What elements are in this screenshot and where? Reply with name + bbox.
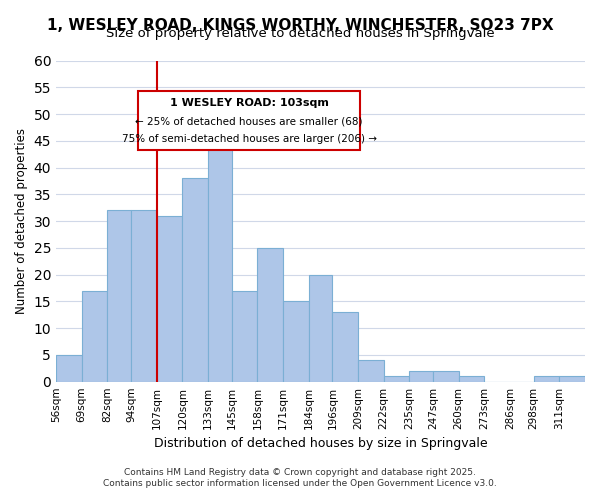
Bar [559, 376, 585, 382]
FancyBboxPatch shape [138, 91, 360, 150]
Text: 75% of semi-detached houses are larger (206) →: 75% of semi-detached houses are larger (… [122, 134, 377, 144]
Text: 1, WESLEY ROAD, KINGS WORTHY, WINCHESTER, SO23 7PX: 1, WESLEY ROAD, KINGS WORTHY, WINCHESTER… [47, 18, 553, 32]
Bar [283, 302, 308, 382]
Bar [332, 312, 358, 382]
Y-axis label: Number of detached properties: Number of detached properties [15, 128, 28, 314]
Bar [208, 114, 232, 382]
Bar [383, 376, 409, 382]
Bar [458, 376, 484, 382]
Bar [433, 371, 458, 382]
Text: ← 25% of detached houses are smaller (68): ← 25% of detached houses are smaller (68… [136, 116, 363, 126]
Bar [232, 290, 257, 382]
Bar [157, 216, 182, 382]
Bar [257, 248, 283, 382]
Bar [308, 274, 332, 382]
Text: Contains HM Land Registry data © Crown copyright and database right 2025.
Contai: Contains HM Land Registry data © Crown c… [103, 468, 497, 487]
Bar [56, 355, 82, 382]
Bar [533, 376, 559, 382]
Bar [409, 371, 433, 382]
Bar [182, 178, 208, 382]
Bar [82, 290, 107, 382]
Bar [358, 360, 383, 382]
Text: Size of property relative to detached houses in Springvale: Size of property relative to detached ho… [106, 28, 494, 40]
Bar [107, 210, 131, 382]
Text: 1 WESLEY ROAD: 103sqm: 1 WESLEY ROAD: 103sqm [170, 98, 329, 108]
X-axis label: Distribution of detached houses by size in Springvale: Distribution of detached houses by size … [154, 437, 487, 450]
Bar [131, 210, 157, 382]
